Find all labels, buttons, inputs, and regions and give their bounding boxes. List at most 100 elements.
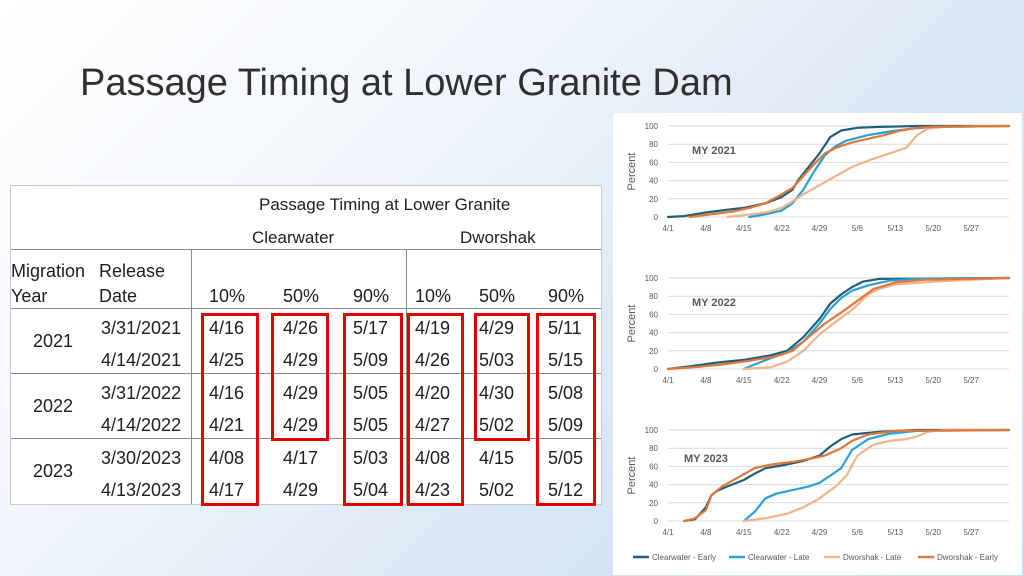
y-tick-label: 80 bbox=[649, 444, 658, 453]
passage-date-cell: 5/02 bbox=[479, 480, 515, 500]
series-line bbox=[666, 124, 1011, 219]
y-axis-label: Percent bbox=[626, 305, 638, 343]
table-title: Passage Timing at Lower Granite bbox=[259, 195, 511, 214]
release-date: 3/31/2022 bbox=[101, 383, 182, 403]
x-tick-label: 4/8 bbox=[700, 376, 712, 385]
release-date: 4/14/2022 bbox=[101, 415, 182, 435]
x-tick-label: 5/20 bbox=[925, 224, 941, 233]
passage-date-cell: 5/09 bbox=[353, 350, 389, 370]
series-line bbox=[742, 276, 1011, 371]
x-tick-label: 4/22 bbox=[774, 376, 790, 385]
passage-date-cell: 5/08 bbox=[548, 383, 584, 403]
release-date: 4/14/2021 bbox=[101, 350, 182, 370]
chart-title: MY 2023 bbox=[684, 453, 728, 465]
passage-date-cell: 4/23 bbox=[415, 480, 451, 500]
y-axis-label: Percent bbox=[626, 153, 638, 191]
migration-year: 2021 bbox=[33, 331, 74, 351]
x-tick-label: 5/13 bbox=[888, 224, 904, 233]
x-tick-label: 4/15 bbox=[736, 528, 752, 537]
passage-chart: 0 20 40 60 80 100 4/1 4/8 4/15 4/22 4/29 5/6 5/13 5/2… bbox=[626, 426, 1011, 562]
passage-chart: 0 20 40 60 80 100 4/1 4/8 4/15 4/22 4/29 5/6 5/13 5/2… bbox=[626, 122, 1011, 233]
series-line bbox=[666, 276, 1011, 371]
x-tick-label: 5/20 bbox=[925, 528, 941, 537]
x-tick-label: 4/22 bbox=[774, 528, 790, 537]
col-header-year: Year bbox=[11, 286, 48, 306]
passage-date-cell: 5/05 bbox=[548, 448, 584, 468]
highlight-box bbox=[407, 313, 464, 506]
x-tick-label: 4/22 bbox=[774, 224, 790, 233]
passage-chart: 0 20 40 60 80 100 4/1 4/8 4/15 4/22 4/29 5/6 5/13 5/2… bbox=[626, 274, 1011, 385]
table-divider bbox=[11, 308, 601, 309]
group-header-dworshak: Dworshak bbox=[460, 228, 536, 247]
passage-date-cell: 5/17 bbox=[353, 318, 389, 338]
passage-date-cell: 4/26 bbox=[283, 318, 319, 338]
passage-date-cell: 4/27 bbox=[415, 415, 451, 435]
migration-year: 2022 bbox=[33, 396, 74, 416]
passage-date-cell: 4/08 bbox=[209, 448, 245, 468]
x-tick-label: 5/6 bbox=[852, 528, 864, 537]
x-tick-label: 4/15 bbox=[736, 376, 752, 385]
passage-date-cell: 4/29 bbox=[283, 415, 319, 435]
passage-date-cell: 4/16 bbox=[209, 383, 245, 403]
y-tick-label: 40 bbox=[649, 481, 658, 490]
y-tick-label: 20 bbox=[649, 347, 658, 356]
x-tick-label: 5/6 bbox=[852, 224, 864, 233]
migration-year: 2023 bbox=[33, 461, 74, 481]
y-tick-label: 80 bbox=[649, 140, 658, 149]
y-tick-label: 80 bbox=[649, 292, 658, 301]
x-tick-label: 5/27 bbox=[963, 528, 979, 537]
passage-date-cell: 4/16 bbox=[209, 318, 245, 338]
passage-date-cell: 5/11 bbox=[548, 318, 582, 338]
passage-date-cell: 5/05 bbox=[353, 383, 389, 403]
x-tick-label: 5/27 bbox=[963, 376, 979, 385]
passage-date-cell: 4/08 bbox=[415, 448, 451, 468]
x-tick-label: 4/8 bbox=[700, 224, 712, 233]
x-tick-label: 5/13 bbox=[888, 376, 904, 385]
y-tick-label: 100 bbox=[645, 274, 659, 283]
series-line bbox=[742, 276, 1011, 371]
x-tick-label: 5/13 bbox=[888, 528, 904, 537]
passage-date-cell: 4/17 bbox=[209, 480, 245, 500]
group-header-clearwater: Clearwater bbox=[252, 228, 335, 247]
y-tick-label: 20 bbox=[649, 499, 658, 508]
slide-title: Passage Timing at Lower Granite Dam bbox=[80, 62, 733, 104]
y-tick-label: 40 bbox=[649, 329, 658, 338]
highlight-box bbox=[343, 313, 403, 506]
passage-date-cell: 4/29 bbox=[283, 350, 319, 370]
legend-label: Clearwater - Early bbox=[652, 553, 716, 562]
passage-charts-panel: 0 20 40 60 80 100 4/1 4/8 4/15 4/22 4/29 5/6 5/13 5/2… bbox=[613, 113, 1022, 575]
passage-date-cell: 4/25 bbox=[209, 350, 245, 370]
passage-date-cell: 4/29 bbox=[283, 480, 319, 500]
y-axis-label: Percent bbox=[626, 457, 638, 495]
col-header-percentile: 10% bbox=[209, 286, 246, 306]
passage-date-cell: 4/29 bbox=[283, 383, 319, 403]
col-header-percentile: 50% bbox=[283, 286, 320, 306]
passage-date-cell: 4/30 bbox=[479, 383, 515, 403]
highlight-box bbox=[201, 313, 259, 506]
y-tick-label: 60 bbox=[649, 462, 658, 471]
col-header-percentile: 90% bbox=[548, 286, 585, 306]
highlight-box bbox=[474, 313, 530, 441]
passage-date-cell: 5/04 bbox=[353, 480, 389, 500]
x-tick-label: 4/29 bbox=[812, 528, 828, 537]
highlight-box bbox=[271, 313, 329, 441]
passage-timing-table: Passage Timing at Lower Granite Clearwate… bbox=[10, 185, 602, 506]
x-tick-label: 5/27 bbox=[963, 224, 979, 233]
y-tick-label: 0 bbox=[654, 213, 659, 222]
x-tick-label: 4/1 bbox=[662, 528, 674, 537]
col-header-percentile: 10% bbox=[415, 286, 452, 306]
y-tick-label: 60 bbox=[649, 158, 658, 167]
x-tick-label: 5/6 bbox=[852, 376, 864, 385]
passage-date-cell: 4/26 bbox=[415, 350, 451, 370]
passage-date-cell: 5/02 bbox=[479, 415, 515, 435]
x-tick-label: 4/29 bbox=[812, 224, 828, 233]
y-tick-label: 100 bbox=[645, 426, 659, 435]
y-tick-label: 0 bbox=[654, 365, 659, 374]
passage-date-cell: 4/15 bbox=[479, 448, 515, 468]
series-line bbox=[726, 124, 1011, 219]
passage-date-cell: 4/17 bbox=[283, 448, 319, 468]
x-tick-label: 4/29 bbox=[812, 376, 828, 385]
col-header-percentile: 90% bbox=[353, 286, 390, 306]
col-header-percentile: 50% bbox=[479, 286, 516, 306]
col-header-migration: Migration bbox=[11, 261, 86, 281]
